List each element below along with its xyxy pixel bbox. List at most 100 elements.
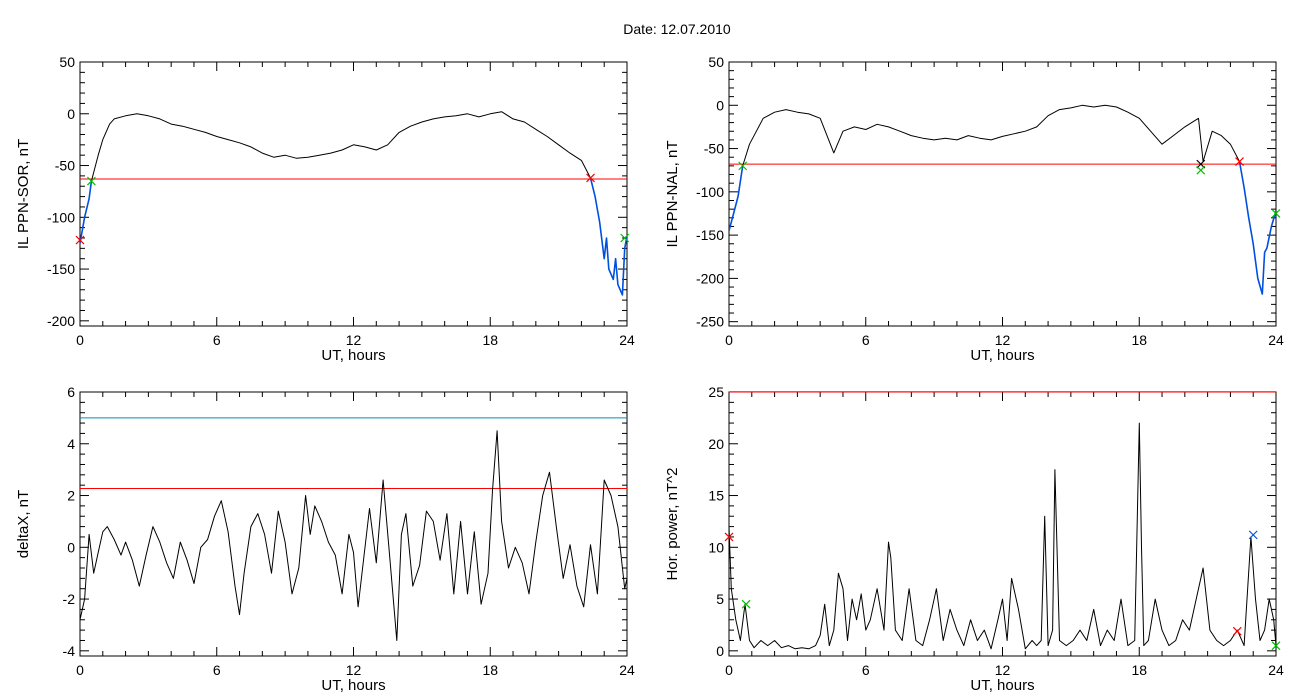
plot-area: [80, 417, 627, 641]
plot-frame: [728, 61, 1277, 327]
series-line-black: [729, 422, 1276, 650]
y-tick-label: 0: [67, 106, 75, 122]
y-tick-label: -50: [704, 141, 724, 157]
x-tick-label: 6: [862, 332, 870, 348]
plot-frame: [79, 61, 628, 327]
y-tick-label: -50: [55, 158, 75, 174]
plot-area: [80, 111, 627, 296]
y-tick-label: 10: [708, 539, 724, 555]
y-tick-label: -100: [696, 184, 724, 200]
event-marker-green: [1271, 641, 1281, 651]
series-line-black: [742, 104, 1240, 167]
marker-stroke: [1271, 209, 1281, 218]
event-marker-green: [738, 161, 748, 171]
marker-stroke: [86, 176, 96, 186]
event-marker-red: [75, 235, 85, 245]
y-tick-label: -200: [47, 313, 75, 329]
y-tick-label: 20: [708, 436, 724, 452]
x-tick-label: 18: [482, 662, 498, 678]
y-tick-label: -100: [47, 209, 75, 225]
event-marker-red: [1232, 626, 1242, 636]
x-tick-label: 6: [862, 662, 870, 678]
x-axis-label: UT, hours: [970, 347, 1034, 364]
x-tick-label: 24: [1268, 332, 1284, 348]
x-tick-label: 18: [1131, 662, 1147, 678]
x-tick-label: 12: [995, 662, 1011, 678]
x-tick-label: 0: [725, 662, 733, 678]
x-axis-label: UT, hours: [321, 677, 385, 694]
x-axis-label: UT, hours: [970, 677, 1034, 694]
x-tick-label: 18: [1131, 332, 1147, 348]
event-marker-green: [1196, 165, 1206, 175]
y-axis-label: Hor. power, nT^2: [664, 468, 681, 581]
plot-area: [729, 104, 1276, 295]
marker-stroke: [1235, 157, 1244, 166]
y-tick-label: 0: [716, 643, 724, 659]
plot-frame: [728, 391, 1277, 657]
y-axis-label: deltaX, nT: [15, 490, 32, 558]
y-tick-label: -2: [63, 591, 76, 607]
x-tick-label: 12: [346, 662, 362, 678]
y-tick-label: 15: [708, 488, 724, 504]
marker-stroke: [738, 161, 748, 171]
marker-stroke: [1271, 641, 1281, 651]
event-marker-green: [620, 233, 630, 243]
panel-4: 0 6 12 18 24 0 5 10 15 20 25 UT, hours Hor. power, n…: [664, 384, 1284, 694]
y-tick-label: -200: [696, 270, 724, 286]
series-line-black: [80, 430, 627, 641]
y-axis-label: IL PPN-SOR, nT: [15, 139, 32, 249]
x-tick-label: 12: [346, 332, 362, 348]
y-tick-label: 2: [67, 488, 75, 504]
y-tick-label: -250: [696, 314, 724, 330]
event-marker-blue: [1248, 530, 1258, 540]
event-marker-green: [1271, 209, 1281, 218]
marker-stroke: [1196, 165, 1206, 175]
series-line-blue: [80, 180, 93, 244]
y-tick-label: 5: [716, 591, 724, 607]
marker-stroke: [724, 532, 734, 542]
marker-stroke: [586, 173, 595, 183]
x-tick-label: 0: [725, 332, 733, 348]
x-tick-label: 24: [619, 332, 635, 348]
x-tick-label: 12: [995, 332, 1011, 348]
x-tick-label: 24: [1268, 662, 1284, 678]
marker-stroke: [1248, 530, 1258, 540]
y-tick-label: -150: [696, 227, 724, 243]
marker-stroke: [620, 233, 630, 243]
y-tick-label: 0: [716, 97, 724, 113]
x-tick-label: 6: [213, 662, 221, 678]
event-marker-red: [586, 173, 595, 183]
y-tick-label: 6: [67, 384, 75, 400]
series-line-blue: [1238, 161, 1276, 295]
event-marker-green: [741, 599, 751, 609]
x-tick-label: 0: [76, 332, 84, 348]
plot-frame: [79, 391, 628, 657]
y-tick-label: -150: [47, 261, 75, 277]
y-tick-label: 4: [67, 436, 75, 452]
date-title: Date: 12.07.2010: [623, 21, 731, 37]
event-marker-red: [724, 532, 734, 542]
y-axis-label: IL PPN-NAL, nT: [664, 141, 681, 248]
event-marker-red: [1235, 157, 1244, 166]
y-tick-label: 50: [708, 54, 724, 70]
marker-stroke: [75, 235, 85, 245]
marker-stroke: [1232, 626, 1242, 636]
series-line-blue: [589, 177, 627, 296]
y-tick-label: 50: [59, 54, 75, 70]
y-tick-label: -4: [63, 643, 76, 659]
x-tick-label: 24: [619, 662, 635, 678]
x-tick-label: 18: [482, 332, 498, 348]
panel-1: 0 6 12 18 24 -200 -150 -100 -50 0 50 UT, hours IL PP…: [15, 54, 635, 364]
event-marker-green: [86, 176, 96, 186]
plot-area: [729, 392, 1276, 650]
series-line-blue: [729, 165, 744, 232]
marker-stroke: [741, 599, 751, 609]
series-line-black: [90, 111, 591, 182]
x-tick-label: 6: [213, 332, 221, 348]
x-tick-label: 0: [76, 662, 84, 678]
panel-2: 0 6 12 18 24 -250 -200 -150 -100 -50 0 50 UT, hours I…: [664, 54, 1284, 364]
y-tick-label: 25: [708, 384, 724, 400]
y-tick-label: 0: [67, 539, 75, 555]
